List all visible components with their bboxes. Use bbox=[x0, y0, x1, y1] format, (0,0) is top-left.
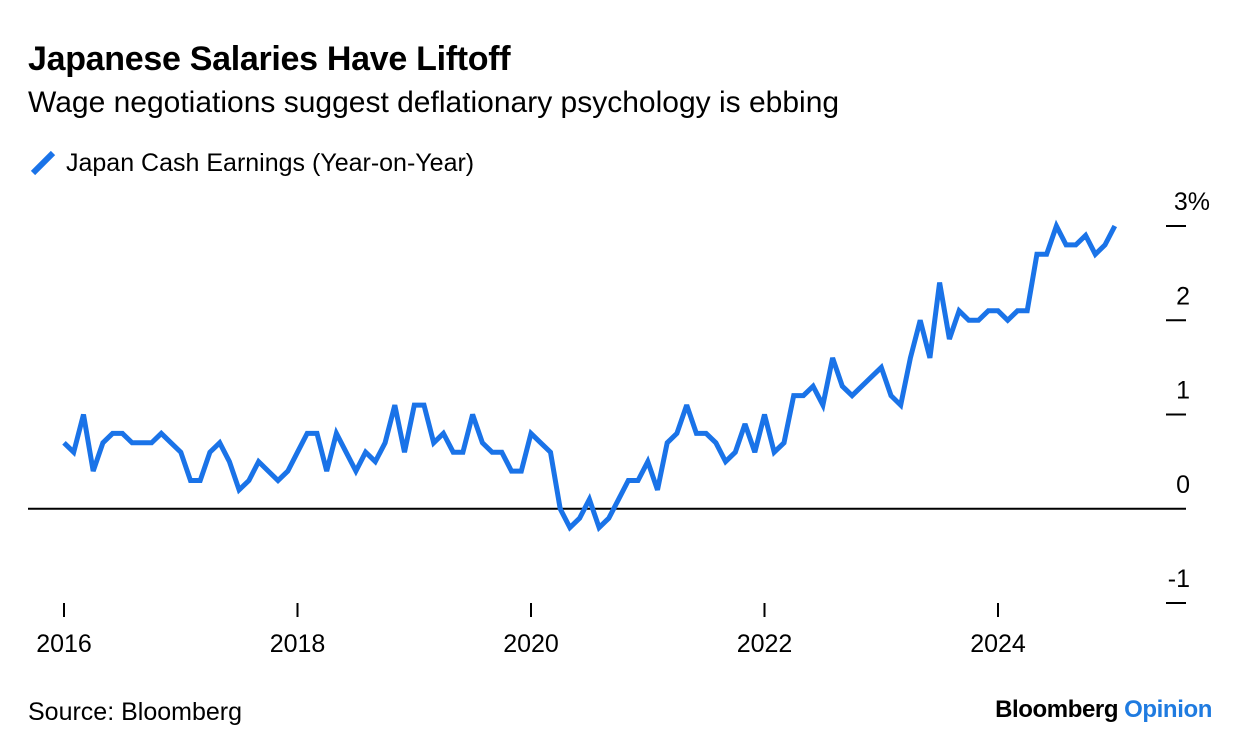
x-tick-label: 2016 bbox=[36, 630, 92, 658]
axes: 3% 2 1 0 -1 2016 2018 2020 2022 2024 bbox=[28, 188, 1210, 658]
y-tick-label: 3% bbox=[1174, 188, 1210, 216]
y-tick-label: 1 bbox=[1176, 377, 1190, 405]
source-note: Source: Bloomberg bbox=[28, 698, 243, 726]
y-tick-label: 0 bbox=[1176, 471, 1190, 499]
legend-line-icon bbox=[30, 150, 56, 176]
series-layer bbox=[62, 219, 1118, 533]
y-tick-label: -1 bbox=[1168, 565, 1190, 593]
x-tick-label: 2022 bbox=[737, 630, 793, 658]
brand-logo: Bloomberg Opinion bbox=[995, 696, 1212, 724]
chart-subtitle: Wage negotiations suggest deflationary p… bbox=[28, 86, 840, 119]
x-tick-label: 2024 bbox=[970, 630, 1026, 658]
brand-secondary: Opinion bbox=[1124, 696, 1212, 723]
x-tick-label: 2020 bbox=[503, 630, 559, 658]
y-tick-label: 2 bbox=[1176, 282, 1190, 310]
legend-label: Japan Cash Earnings (Year-on-Year) bbox=[66, 148, 475, 177]
brand-primary: Bloomberg bbox=[995, 696, 1119, 723]
series-line-japan-cash-earnings bbox=[62, 219, 1118, 533]
x-tick-label: 2018 bbox=[270, 630, 326, 658]
legend: Japan Cash Earnings (Year-on-Year) bbox=[28, 148, 474, 178]
chart-title: Japanese Salaries Have Liftoff bbox=[28, 40, 511, 78]
